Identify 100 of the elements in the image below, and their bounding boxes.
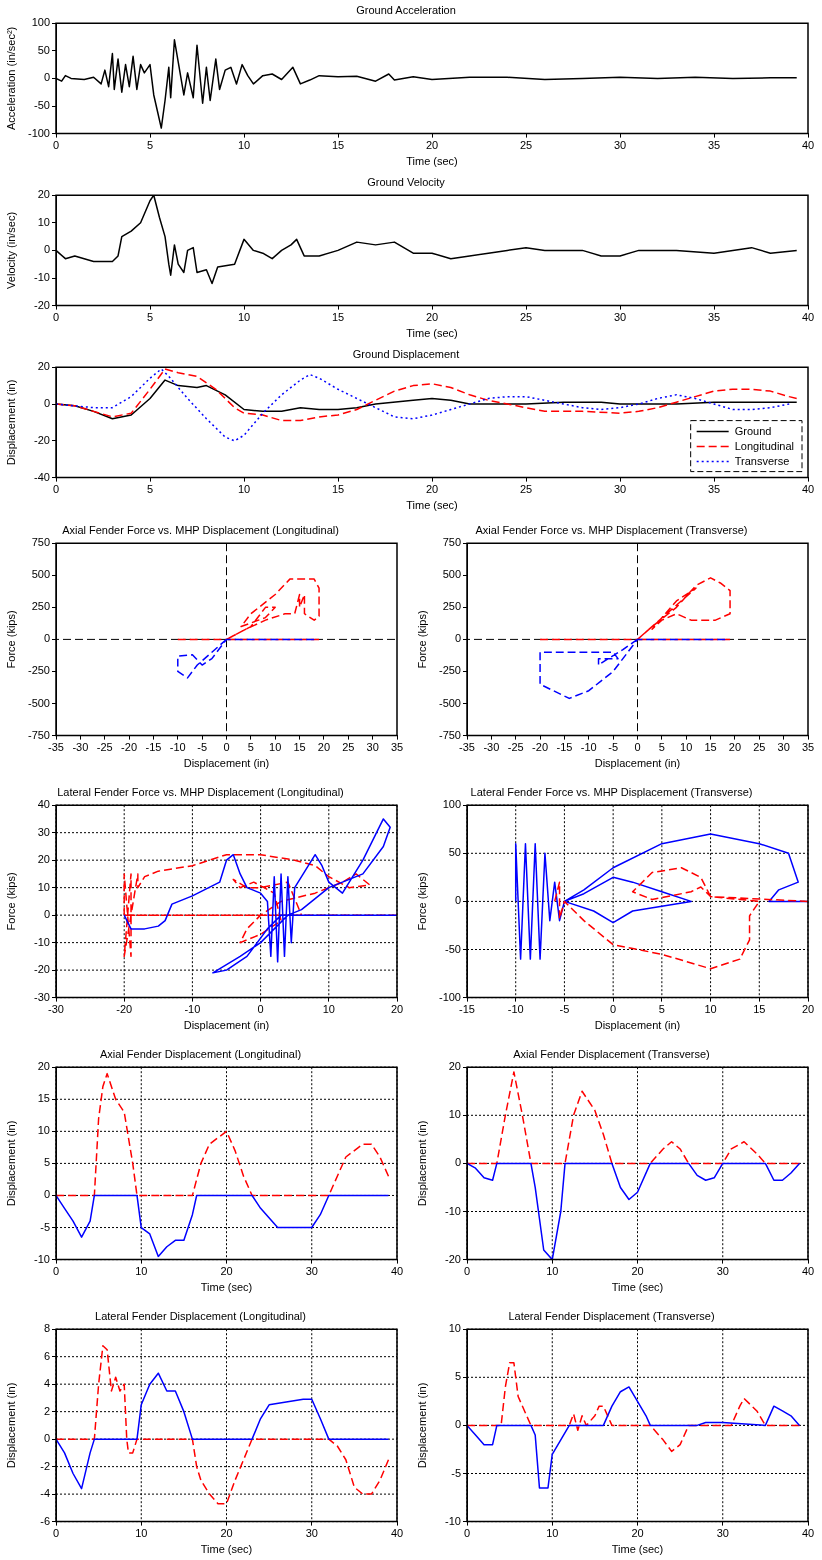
x-tick-label: -10 <box>580 741 597 754</box>
y-axis-title: Velocity (in/sec) <box>4 211 17 289</box>
x-tick-label: 35 <box>390 741 404 754</box>
y-tick-label: 4 <box>43 1377 50 1390</box>
x-tick-label: 10 <box>269 741 282 754</box>
y-tick-label: 0 <box>43 1188 50 1201</box>
y-tick-label: 2 <box>43 1404 50 1417</box>
y-tick-label: -40 <box>34 470 50 483</box>
x-tick-label: 0 <box>463 1265 471 1278</box>
x-tick-label: 25 <box>519 483 533 496</box>
x-tick-label: 10 <box>680 741 693 754</box>
y-tick-label: 10 <box>448 1322 461 1335</box>
y-tick-label: 50 <box>448 846 461 859</box>
y-tick-label: -500 <box>438 696 461 709</box>
x-tick-label: 15 <box>331 483 345 496</box>
y-axis-title: Acceleration (in/sec²) <box>4 26 17 131</box>
x-tick-label: 35 <box>707 311 721 324</box>
y-tick-label: 0 <box>43 1432 50 1445</box>
y-tick-label: -100 <box>438 990 461 1003</box>
x-tick-label: -15 <box>556 741 573 754</box>
x-tick-label: 20 <box>425 483 439 496</box>
x-tick-label: 30 <box>716 1265 729 1278</box>
x-tick-label: 5 <box>658 1003 665 1016</box>
x-tick-label: 0 <box>223 741 230 754</box>
y-tick-label: 0 <box>454 1156 461 1169</box>
x-tick-label: 20 <box>317 741 331 754</box>
x-tick-label: 10 <box>135 1265 148 1278</box>
chart-title: Lateral Fender Force vs. MHP Displacement (Transverse) <box>470 785 753 798</box>
x-tick-label: 10 <box>704 1003 717 1016</box>
y-tick-label: 20 <box>448 1060 461 1073</box>
line-series <box>467 1071 801 1165</box>
x-axis-title: Time (sec) <box>200 1543 253 1556</box>
y-tick-label: -750 <box>438 728 461 741</box>
x-tick-label: 0 <box>634 741 641 754</box>
x-tick-label: -10 <box>169 741 186 754</box>
x-tick-label: 30 <box>305 1265 318 1278</box>
x-tick-label: 0 <box>257 1003 264 1016</box>
x-tick-label: -35 <box>48 741 64 754</box>
chart-title: Axial Fender Displacement (Longitudinal) <box>99 1047 302 1060</box>
line-series <box>467 1362 801 1453</box>
x-tick-label: -35 <box>459 741 475 754</box>
y-axis-title: Displacement (in) <box>4 1120 17 1207</box>
y-tick-label: 250 <box>442 600 461 613</box>
y-tick-label: -30 <box>34 990 50 1003</box>
y-tick-label: -20 <box>34 298 50 311</box>
x-tick-label: 0 <box>610 1003 617 1016</box>
y-tick-label: -5 <box>451 1466 461 1479</box>
x-tick-label: -25 <box>507 741 524 754</box>
x-axis-title: Displacement (in) <box>594 1019 681 1032</box>
x-tick-label: -5 <box>608 741 619 754</box>
y-tick-label: 20 <box>37 853 50 866</box>
y-tick-label: 10 <box>37 215 50 228</box>
y-tick-label: 0 <box>43 632 50 645</box>
x-tick-label: -10 <box>184 1003 201 1016</box>
x-tick-label: 5 <box>146 483 154 496</box>
y-tick-label: -100 <box>27 126 50 139</box>
y-axis-title: Displacement (in) <box>4 1382 17 1469</box>
chart-title: Ground Acceleration <box>356 3 456 16</box>
y-tick-label: 10 <box>37 1124 50 1137</box>
x-tick-label: 10 <box>135 1527 148 1540</box>
chart-title: Axial Fender Force vs. MHP Displacement (Longitudinal) <box>62 523 339 536</box>
chart-title: Lateral Fender Displacement (Longitudinal) <box>95 1309 306 1322</box>
y-tick-label: -250 <box>438 664 461 677</box>
x-tick-label: 35 <box>707 139 721 152</box>
x-tick-label: 25 <box>342 741 355 754</box>
y-tick-label: -50 <box>445 942 461 955</box>
y-tick-label: -10 <box>34 1252 50 1265</box>
chart-title: Ground Velocity <box>367 175 446 188</box>
chart-title: Lateral Fender Displacement (Transverse) <box>508 1309 715 1322</box>
x-tick-label: 0 <box>52 139 60 152</box>
x-tick-label: 30 <box>613 139 627 152</box>
y-tick-label: 750 <box>442 536 461 549</box>
y-tick-label: -2 <box>40 1459 50 1472</box>
x-tick-label: -20 <box>116 1003 133 1016</box>
x-tick-label: 30 <box>613 483 627 496</box>
x-tick-label: 25 <box>519 311 533 324</box>
x-tick-label: -20 <box>121 741 138 754</box>
y-tick-label: -10 <box>445 1514 461 1527</box>
x-tick-label: 20 <box>425 311 439 324</box>
line-series <box>539 577 731 641</box>
x-tick-label: 40 <box>801 1265 815 1278</box>
x-tick-label: 5 <box>146 139 154 152</box>
legend-label: Ground <box>734 424 772 437</box>
y-tick-label: -20 <box>34 963 50 976</box>
y-tick-label: -10 <box>34 935 50 948</box>
line-series <box>177 638 315 679</box>
y-tick-label: 100 <box>31 16 50 29</box>
x-tick-label: -5 <box>197 741 208 754</box>
x-tick-label: 0 <box>52 1527 60 1540</box>
y-tick-label: -750 <box>27 728 50 741</box>
x-axis-title: Time (sec) <box>611 1543 664 1556</box>
y-tick-label: 500 <box>31 568 50 581</box>
x-tick-label: 20 <box>631 1265 644 1278</box>
y-tick-label: 0 <box>454 632 461 645</box>
y-tick-label: -6 <box>40 1514 50 1527</box>
x-tick-label: 10 <box>237 139 251 152</box>
chart-title: Axial Fender Force vs. MHP Displacement (Transverse) <box>475 523 748 536</box>
y-tick-label: 10 <box>37 880 50 893</box>
y-axis-title: Force (kips) <box>415 872 428 931</box>
x-tick-label: 20 <box>390 1003 404 1016</box>
